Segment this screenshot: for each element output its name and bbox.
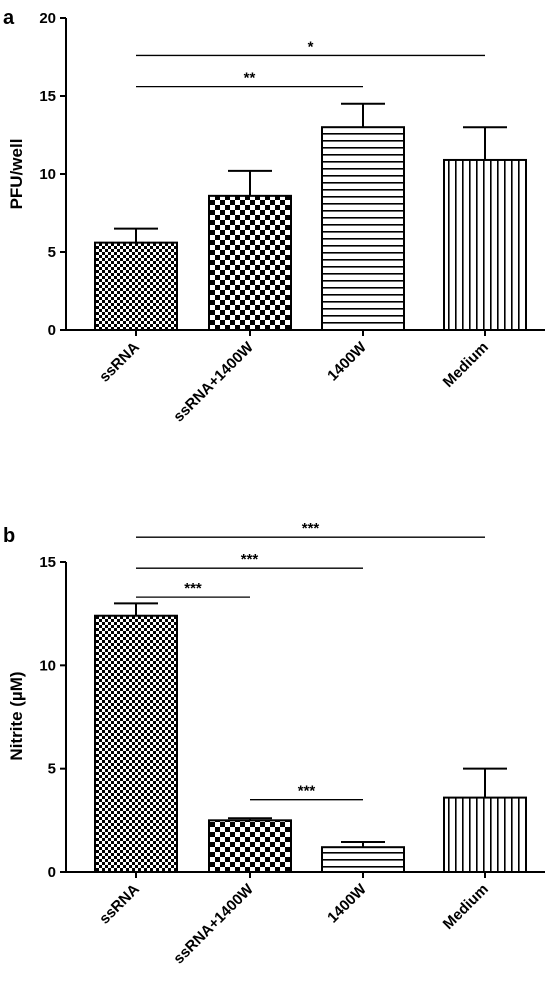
significance-label: *** [302, 520, 320, 537]
y-tick-label: 5 [48, 761, 56, 778]
y-tick-label: 15 [39, 554, 56, 571]
x-tick-label: 1400W [324, 338, 370, 384]
bar-ssrna [94, 614, 178, 873]
y-tick-label: 0 [48, 322, 56, 339]
panel-letter: a [3, 7, 15, 29]
x-tick-label: ssRNA+1400W [170, 880, 257, 967]
x-tick-label: Medium [440, 339, 492, 391]
y-tick-label: 10 [39, 166, 56, 183]
x-tick-label: ssRNA [96, 881, 143, 928]
bar-medium [443, 158, 527, 331]
bar-1400w [321, 846, 405, 874]
bar-1400w [321, 126, 405, 331]
y-tick-label: 10 [39, 657, 56, 674]
x-tick-label: ssRNA+1400W [170, 338, 257, 425]
x-tick-label: 1400W [324, 880, 370, 926]
x-tick-label: ssRNA [96, 339, 143, 386]
x-tick-label: Medium [440, 881, 492, 933]
y-axis-title: PFU/well [7, 139, 26, 210]
bar-ssrna-1400w [208, 819, 292, 874]
y-tick-label: 20 [39, 10, 56, 27]
bar-chart-pfu: a PFU/well 0 5 10 15 20 ssRNA ssRNA+1400W 1400W Me… [3, 7, 545, 425]
y-tick-label: 15 [39, 88, 56, 105]
significance-label: ** [244, 70, 256, 87]
chart-panel-b: b Nitrite (µM) 0 5 10 15 ssRNA ssRNA+1400W 1400W… [0, 502, 551, 1004]
y-axis-title: Nitrite (µM) [7, 671, 26, 760]
significance-label: *** [241, 551, 259, 568]
significance-label: *** [184, 580, 202, 597]
bar-ssrna-1400w [208, 194, 292, 331]
chart-panel-a: a PFU/well 0 5 10 15 20 ssRNA ssRNA+1400W 1400W Me… [3, 7, 545, 425]
significance-label: *** [298, 783, 316, 800]
y-tick-label: 5 [48, 244, 56, 261]
bar-chart-nitrite: b Nitrite (µM) 0 5 10 15 ssRNA ssRNA+1400W 1400W… [3, 520, 545, 967]
panel-letter: b [3, 525, 15, 547]
y-tick-label: 0 [48, 864, 56, 881]
bar-ssrna [94, 241, 178, 331]
significance-label: * [308, 38, 314, 55]
bar-medium [443, 796, 527, 874]
